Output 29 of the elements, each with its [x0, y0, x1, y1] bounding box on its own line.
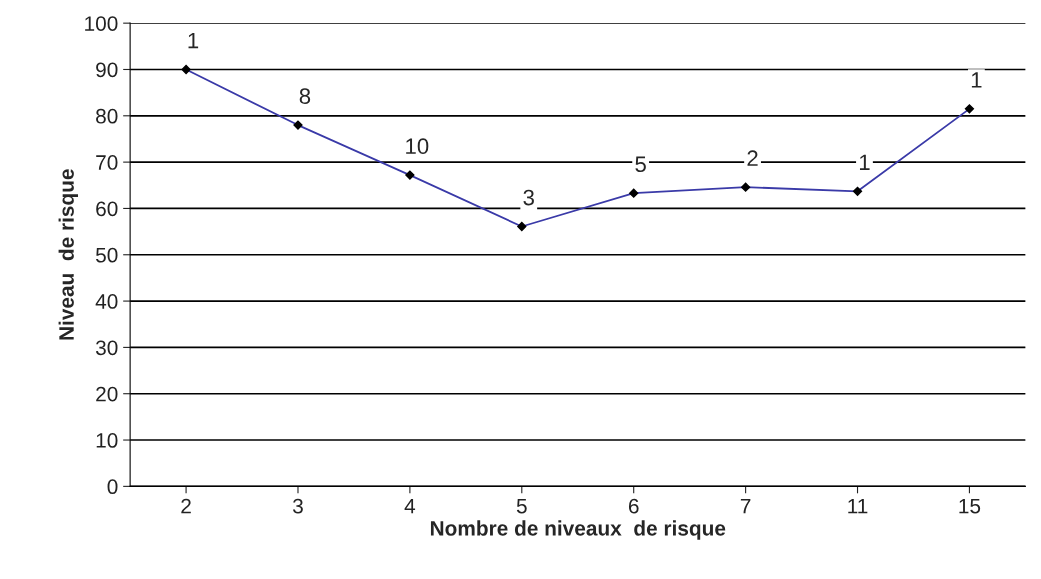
x-axis-title: Nombre de niveaux de risque: [430, 520, 726, 540]
x-tick-label: 3: [292, 498, 303, 514]
x-tick-label: 6: [628, 498, 639, 514]
annotation: 10: [406, 138, 429, 155]
x-tick-label: 15: [959, 498, 981, 514]
x-tick-label: 4: [404, 498, 416, 514]
y-tick-label: 10: [96, 433, 118, 448]
y-tick-label: 50: [95, 247, 118, 263]
x-tick-label: 7: [740, 498, 751, 514]
y-tick-label: 30: [95, 340, 118, 356]
annotation: 1: [859, 154, 870, 171]
annotation: 8: [299, 88, 311, 104]
y-tick-label: 100: [85, 16, 118, 31]
y-tick-label: 0: [107, 479, 118, 495]
y-axis-title: Niveau de risque: [58, 169, 79, 340]
y-tick-label: 90: [96, 62, 118, 78]
y-tick-label: 20: [96, 386, 118, 402]
annotation: 1: [188, 32, 199, 49]
x-tick-label: 2: [181, 498, 191, 514]
annotation: 5: [635, 156, 646, 173]
y-tick-label: 70: [96, 155, 118, 170]
y-tick-label: 60: [96, 201, 118, 217]
y-tick-label: 80: [96, 108, 118, 124]
x-tick-label: 11: [848, 498, 868, 514]
annotation: 1: [971, 72, 982, 88]
annotation: 3: [523, 189, 534, 206]
annotation: 2: [747, 150, 758, 166]
y-tick-label: 40: [95, 294, 118, 309]
x-tick-label: 5: [516, 498, 527, 514]
